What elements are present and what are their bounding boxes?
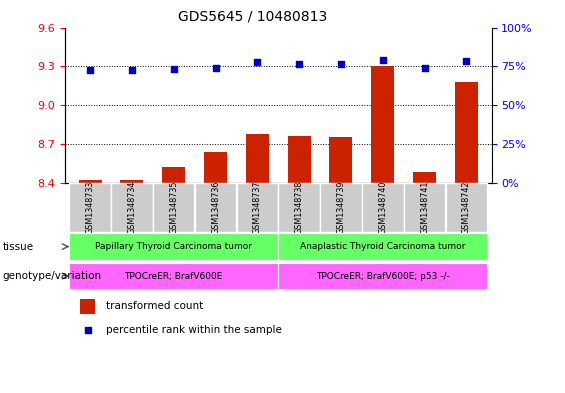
Point	[169, 66, 178, 72]
Text: Papillary Thyroid Carcinoma tumor: Papillary Thyroid Carcinoma tumor	[95, 242, 252, 251]
Text: percentile rank within the sample: percentile rank within the sample	[106, 325, 282, 334]
Point	[85, 67, 94, 73]
Bar	[455, 82, 478, 183]
Text: GSM1348740: GSM1348740	[379, 181, 388, 234]
Bar	[120, 180, 144, 183]
Point	[337, 61, 346, 67]
Text: GSM1348733: GSM1348733	[85, 181, 94, 234]
Bar	[111, 183, 153, 232]
Bar	[362, 183, 403, 232]
Text: tissue: tissue	[3, 242, 34, 252]
Bar	[320, 183, 362, 232]
Point	[127, 67, 136, 73]
Text: GSM1348741: GSM1348741	[420, 181, 429, 234]
Text: GSM1348739: GSM1348739	[337, 180, 345, 234]
Bar	[69, 183, 111, 232]
Text: genotype/variation: genotype/variation	[3, 271, 102, 281]
Point	[420, 64, 429, 71]
Bar	[279, 233, 487, 260]
Bar	[153, 183, 194, 232]
Bar	[246, 134, 269, 183]
Bar	[279, 263, 487, 289]
Point	[462, 58, 471, 64]
Text: GSM1348738: GSM1348738	[295, 181, 303, 234]
Bar	[80, 299, 95, 314]
Bar	[404, 183, 445, 232]
Point	[253, 59, 262, 66]
Point	[84, 327, 93, 333]
Title: GDS5645 / 10480813: GDS5645 / 10480813	[178, 9, 327, 24]
Bar	[371, 66, 394, 183]
Text: GSM1348737: GSM1348737	[253, 180, 262, 234]
Text: transformed count: transformed count	[106, 301, 203, 311]
Bar	[69, 233, 278, 260]
Bar	[288, 136, 311, 183]
Text: GSM1348735: GSM1348735	[169, 180, 178, 234]
Bar	[162, 167, 185, 183]
Bar	[195, 183, 236, 232]
Text: TPOCreER; BrafV600E; p53 -/-: TPOCreER; BrafV600E; p53 -/-	[316, 272, 450, 281]
Bar	[69, 263, 278, 289]
Bar	[204, 152, 227, 183]
Text: GSM1348734: GSM1348734	[127, 181, 136, 234]
Point	[211, 64, 220, 71]
Bar	[237, 183, 278, 232]
Text: GSM1348736: GSM1348736	[211, 181, 220, 234]
Bar	[279, 183, 320, 232]
Point	[295, 61, 304, 67]
Text: GSM1348742: GSM1348742	[462, 180, 471, 234]
Text: TPOCreER; BrafV600E: TPOCreER; BrafV600E	[124, 272, 223, 281]
Point	[379, 57, 388, 63]
Bar	[413, 173, 436, 183]
Bar	[79, 180, 102, 183]
Bar	[329, 138, 353, 183]
Bar	[446, 183, 487, 232]
Text: Anaplastic Thyroid Carcinoma tumor: Anaplastic Thyroid Carcinoma tumor	[300, 242, 466, 251]
